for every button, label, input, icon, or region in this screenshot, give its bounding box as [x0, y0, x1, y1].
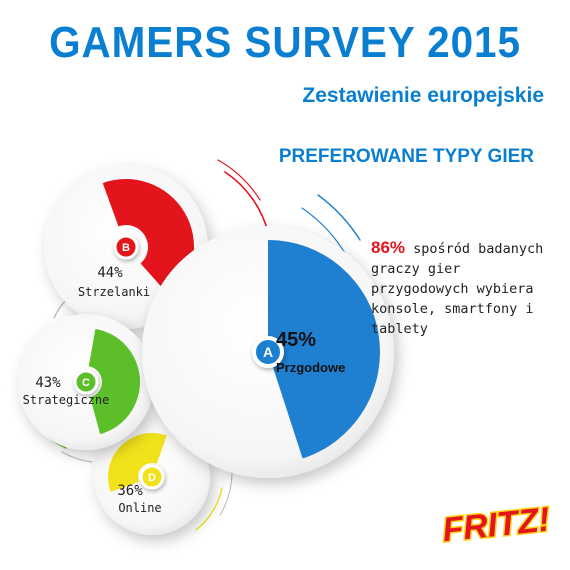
category-label-c: Strategiczne — [23, 393, 110, 407]
value-label-a: 45% — [276, 329, 316, 351]
badge-letter-d: D — [148, 472, 156, 484]
value-label-b: 44% — [97, 265, 123, 281]
page-subtitle: Zestawienie europejskie — [302, 84, 544, 107]
note-highlight: 86% — [371, 238, 406, 257]
category-label-d: Online — [118, 501, 161, 515]
badge-c — [73, 369, 99, 395]
bubble-a: A45% Przgodowe — [142, 226, 394, 478]
slice-c — [88, 328, 141, 435]
note-text: spośród badanych graczy gier przygodowyc… — [371, 241, 544, 337]
arc-red-1 — [224, 171, 269, 233]
badge-letter-b: B — [122, 242, 130, 254]
value-label-d: 36% — [117, 483, 143, 499]
fritz-logo-text: FRITZ! — [441, 500, 552, 549]
chart-title: PREFEROWANE TYPY GIER — [278, 146, 534, 167]
badge-a — [252, 336, 284, 368]
slice-a — [268, 240, 381, 459]
slice-b — [102, 179, 195, 298]
slice-d — [107, 433, 167, 493]
bubble-d: D Online 36% — [94, 419, 210, 535]
category-label-b: Strzelanki — [78, 285, 150, 299]
badge-b — [113, 234, 139, 260]
badge-d — [139, 464, 165, 490]
arc-red-2 — [217, 159, 261, 201]
fritz-logo: FRITZ! — [439, 499, 553, 551]
value-label-c: 43% — [35, 375, 61, 391]
category-label-a: Przgodowe — [276, 360, 345, 375]
arc-gray-3 — [219, 469, 233, 516]
page-title: GAMERS SURVEY 2015 — [49, 18, 521, 67]
badge-letter-c: C — [82, 377, 90, 389]
bubble-c: C 43% Strategiczne — [18, 314, 154, 450]
arc-gray-2 — [61, 451, 93, 463]
arc-yellow-1 — [195, 487, 223, 531]
survey-note: 86% spośród badanych graczy gier przygod… — [371, 238, 556, 339]
badge-letter-a: A — [263, 344, 273, 360]
arc-blue-1 — [317, 194, 361, 241]
